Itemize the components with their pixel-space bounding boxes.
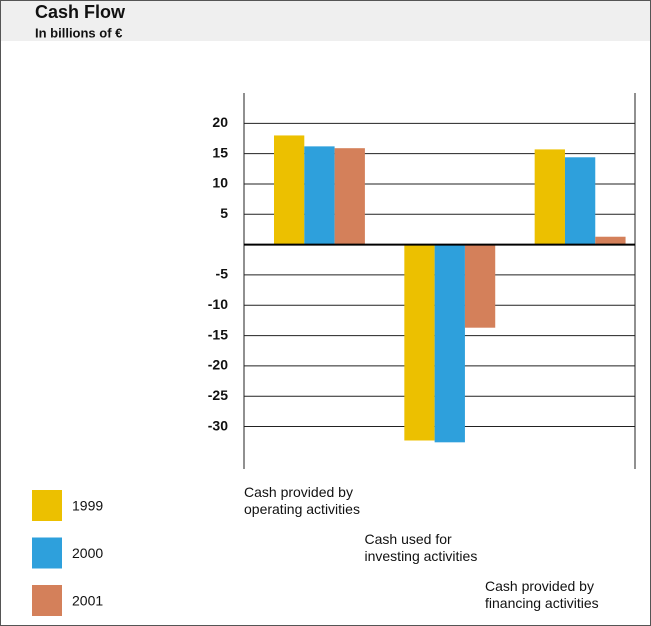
bar	[304, 146, 335, 245]
bar	[274, 135, 305, 245]
x-tick-label: Cash used for investing activities	[364, 531, 478, 564]
y-tick-label: -20	[208, 357, 228, 373]
bar	[564, 157, 596, 245]
y-tick-label: -10	[208, 296, 228, 312]
legend-label: 1999	[72, 498, 103, 514]
y-tick-label: -30	[208, 417, 228, 433]
chart-title: Cash Flow	[35, 2, 126, 22]
y-tick-label: 15	[212, 144, 228, 160]
legend-label: 2000	[72, 545, 103, 561]
x-tick-label: Cash provided by financing activities	[485, 578, 599, 611]
y-tick-label: 10	[212, 175, 228, 191]
legend-label: 2001	[72, 593, 103, 609]
y-tick-label: 5	[220, 205, 228, 221]
y-tick-label: 20	[212, 114, 228, 130]
bar	[404, 244, 435, 441]
x-tick-label: Cash provided by operating activities	[244, 484, 360, 517]
chart-subtitle: In billions of €	[35, 25, 122, 40]
bar	[334, 148, 365, 245]
legend-swatch	[32, 537, 62, 569]
bar	[595, 236, 626, 245]
legend-swatch	[32, 490, 62, 521]
bar	[534, 149, 565, 245]
bar	[464, 244, 496, 328]
y-tick-label: -5	[216, 266, 229, 282]
y-tick-label: -15	[208, 326, 228, 342]
header-band	[1, 1, 650, 41]
bar	[434, 244, 465, 443]
legend-swatch	[32, 585, 62, 616]
y-tick-label: -25	[208, 387, 228, 403]
